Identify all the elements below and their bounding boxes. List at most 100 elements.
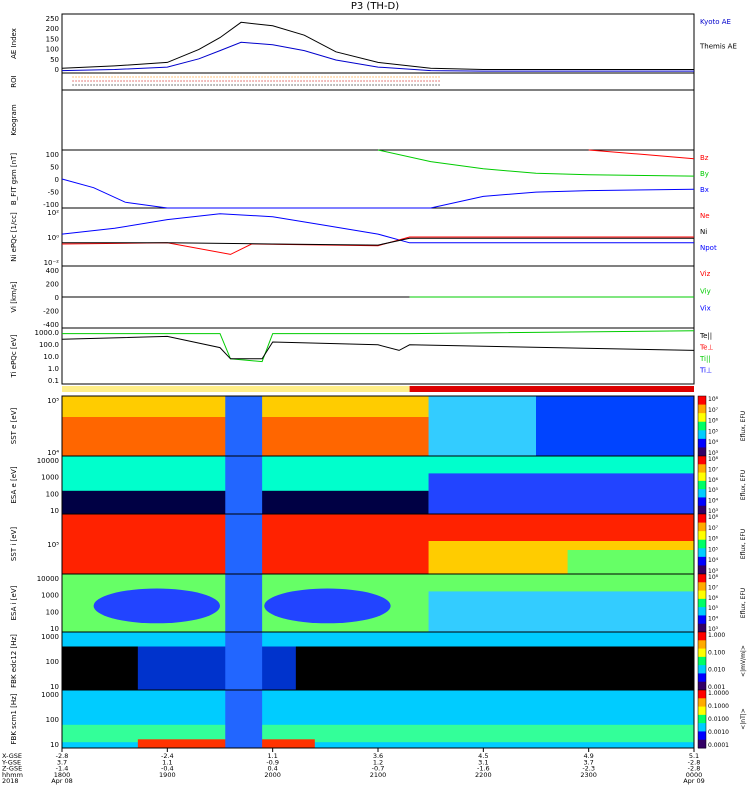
dropout-strip bbox=[225, 574, 263, 632]
footer-value: 1.2 bbox=[373, 758, 383, 766]
colorbar-tick: 10³ bbox=[708, 568, 719, 575]
y-tick-label: 50 bbox=[50, 56, 59, 64]
panel-bfit: B_FIT gsm [nT] 100 50 0 -50 -100 Bz By Bx bbox=[10, 149, 709, 209]
footer-value: 2300 bbox=[580, 771, 597, 779]
y-tick-label: 400 bbox=[46, 267, 59, 275]
footer-value: -2.8 bbox=[688, 765, 701, 773]
colorbar-segment bbox=[698, 472, 706, 482]
trace-ti bbox=[62, 330, 695, 363]
y-tick-label: 10⁵ bbox=[47, 541, 59, 549]
footer-value: -2.8 bbox=[56, 752, 69, 760]
colorbar-tick: 10⁶ bbox=[708, 536, 719, 543]
colorbar-tick: 0.0100 bbox=[708, 716, 729, 723]
colorbar-segment bbox=[698, 480, 706, 490]
colorbar-tick: 10⁴ bbox=[708, 439, 719, 446]
legend-entry: Vix bbox=[700, 305, 711, 313]
colorbar-segment bbox=[698, 590, 706, 600]
dropout-strip bbox=[225, 396, 263, 456]
spectrogram-band bbox=[428, 473, 694, 514]
y-tick-label: 250 bbox=[46, 15, 59, 23]
panel-frame bbox=[61, 13, 695, 74]
footer-value: 5.1 bbox=[689, 752, 699, 760]
colorbar-tick: 1.000 bbox=[708, 632, 725, 639]
spectrogram-band bbox=[137, 646, 296, 690]
colorbar-segment bbox=[698, 548, 706, 558]
footer-value: 2100 bbox=[370, 771, 387, 779]
colorbar-segment bbox=[698, 413, 706, 423]
colorbar-label: Eflux, EFU bbox=[740, 588, 747, 618]
colorbar-segment bbox=[698, 531, 706, 541]
status-bar-yellow bbox=[62, 386, 410, 392]
legend-entry: Npot bbox=[700, 244, 717, 252]
y-axis-label: AE Index bbox=[10, 28, 18, 59]
colorbar-segment bbox=[698, 648, 706, 658]
panel-ae: AE Index 250 200 150 100 50 0 Kyoto AE Themis AE bbox=[10, 13, 737, 74]
y-axis-label: ESA e [eV] bbox=[10, 466, 18, 503]
y-tick-label: -50 bbox=[48, 189, 59, 197]
colorbar-segment bbox=[698, 714, 706, 724]
y-tick-label: 0.1 bbox=[48, 377, 59, 385]
colorbar-tick: 10³ bbox=[708, 508, 719, 515]
y-tick-label: 10.0 bbox=[43, 353, 59, 361]
colorbar-tick: 10⁶ bbox=[708, 477, 719, 484]
y-tick-label: 150 bbox=[46, 35, 59, 43]
colorbar-segment bbox=[698, 438, 706, 448]
colorbar-segment bbox=[698, 505, 706, 515]
colorbar-tick: 10⁷ bbox=[708, 407, 719, 414]
y-tick-label: 1000.0 bbox=[35, 329, 60, 337]
legend-entry: Te⊥ bbox=[699, 344, 714, 352]
colorbar-segment bbox=[698, 665, 706, 674]
footer-value: -0.7 bbox=[372, 765, 385, 773]
y-tick-label: 10 bbox=[50, 507, 59, 515]
series-line-themis-ae bbox=[61, 41, 694, 72]
y-tick-label: 1000 bbox=[41, 474, 59, 482]
colorbar-tick: 10⁴ bbox=[708, 557, 719, 564]
dropout-strip bbox=[225, 632, 263, 690]
footer-value: -0.4 bbox=[161, 765, 174, 773]
colorbar-tick: 10⁸ bbox=[708, 396, 719, 403]
footer-value: 3.7 bbox=[57, 758, 67, 766]
y-tick-label: 100 bbox=[46, 658, 59, 666]
footer-value: -0.9 bbox=[266, 758, 279, 766]
colorbar-tick: 10⁵ bbox=[708, 487, 719, 494]
colorbar-segment bbox=[698, 582, 706, 592]
footer-value: 0.4 bbox=[267, 765, 277, 773]
footer-value: 0000 bbox=[686, 771, 703, 779]
spectrogram-band bbox=[536, 396, 694, 456]
panel-esa_e: ESA e [eV] 10000 1000 100 10 10⁸ 10⁷ 10⁶ 10⁵ 10⁴ 1… bbox=[10, 455, 747, 515]
y-axis-label: SST e [eV] bbox=[10, 407, 18, 444]
footer-value: -2.4 bbox=[161, 752, 174, 760]
y-tick-label: -400 bbox=[43, 321, 59, 329]
panel-sst_i: SST i [eV] 10⁵ 10⁸ 10⁷ 10⁶ 10⁵ 10⁴ 10³ Eflux, EF… bbox=[10, 513, 747, 575]
legend-entry: Ni bbox=[700, 228, 707, 236]
y-tick-label: 10000 bbox=[37, 457, 59, 465]
colorbar-tick: 0.010 bbox=[708, 667, 725, 674]
y-axis-label: B_FIT gsm [nT] bbox=[10, 153, 18, 205]
legend-entry: Themis AE bbox=[699, 43, 737, 51]
panel-keogram: Keogram bbox=[10, 89, 695, 151]
legend-entry: Ti|| bbox=[699, 355, 711, 363]
y-tick-label: 100 bbox=[46, 716, 59, 724]
colorbar-segment bbox=[698, 522, 706, 532]
y-tick-label: 10 bbox=[50, 683, 59, 691]
colorbar-tick: 10³ bbox=[708, 450, 719, 457]
colorbar-tick: 10⁷ bbox=[708, 466, 719, 473]
spectrogram-blob bbox=[264, 588, 391, 624]
colorbar-tick: 0.001 bbox=[708, 684, 725, 691]
y-axis-label: FBK scm1 [Hz] bbox=[10, 693, 18, 744]
colorbar-label: Eflux, EFU bbox=[740, 470, 747, 500]
y-tick-label: -100 bbox=[43, 201, 59, 209]
footer-value: Apr 09 bbox=[683, 777, 705, 785]
y-axis-label: FBK edc12 [Hz] bbox=[10, 634, 18, 688]
colorbar-segment bbox=[698, 723, 706, 732]
footer-value: 2200 bbox=[475, 771, 492, 779]
footer-value: 1.1 bbox=[267, 752, 277, 760]
y-tick-label: 10 bbox=[50, 741, 59, 749]
colorbar-segment bbox=[698, 681, 706, 691]
colorbar-segment bbox=[698, 739, 706, 749]
colorbar-segment bbox=[698, 497, 706, 507]
colorbar-segment bbox=[698, 706, 706, 716]
footer-value: -1.4 bbox=[56, 765, 69, 773]
y-tick-label: 10 bbox=[50, 625, 59, 633]
